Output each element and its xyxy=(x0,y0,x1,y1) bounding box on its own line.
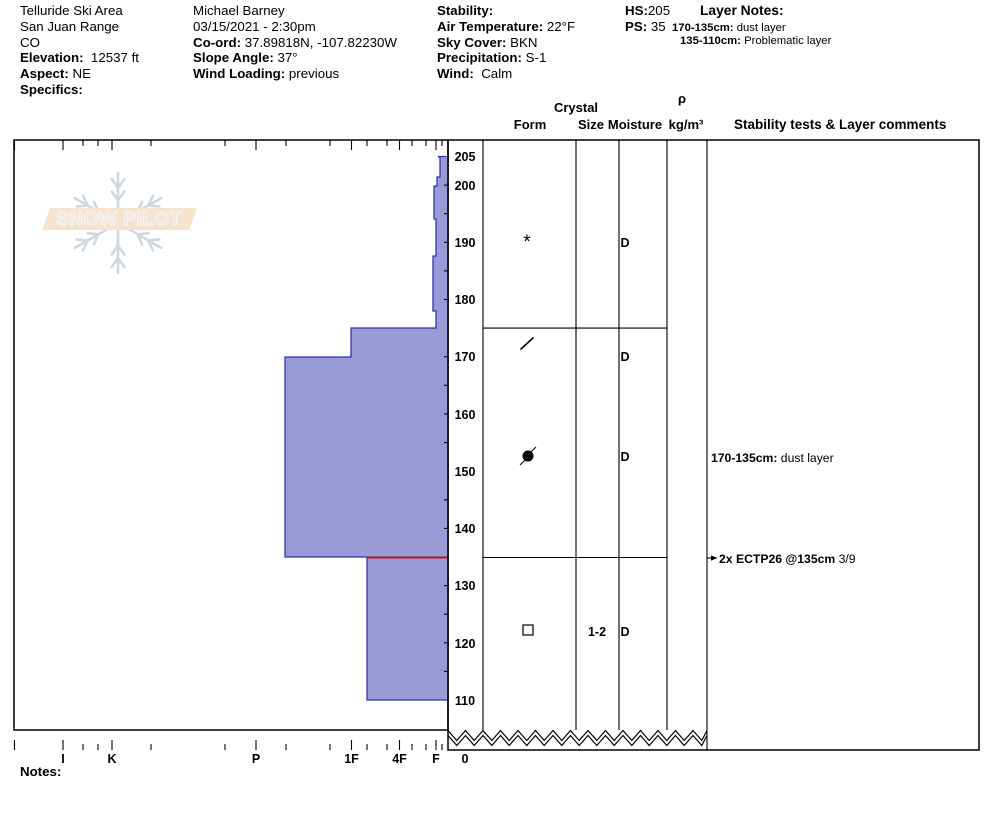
svg-text:110: 110 xyxy=(455,694,475,708)
svg-text:K: K xyxy=(107,752,116,766)
svg-text:170: 170 xyxy=(455,350,476,364)
svg-text:120: 120 xyxy=(455,637,476,651)
svg-text:2x ECTP26 @135cm 3/9: 2x ECTP26 @135cm 3/9 xyxy=(719,552,856,566)
svg-text:F: F xyxy=(432,752,440,766)
svg-text:Form: Form xyxy=(514,117,547,132)
svg-text:190: 190 xyxy=(455,236,476,250)
svg-text:I: I xyxy=(61,752,64,766)
svg-text:160: 160 xyxy=(455,408,476,422)
svg-text:180: 180 xyxy=(455,293,476,307)
svg-text:D: D xyxy=(620,625,629,639)
svg-text:kg/m³: kg/m³ xyxy=(669,117,704,132)
svg-text:205: 205 xyxy=(455,150,476,164)
svg-text:140: 140 xyxy=(455,522,476,536)
svg-text:Moisture: Moisture xyxy=(608,117,662,132)
svg-text:Size: Size xyxy=(578,117,604,132)
svg-text:SNOW PILOT: SNOW PILOT xyxy=(56,209,181,230)
svg-text:P: P xyxy=(252,752,260,766)
svg-text:4F: 4F xyxy=(392,752,407,766)
svg-text:Stability tests & Layer commen: Stability tests & Layer comments xyxy=(734,117,946,132)
svg-text:200: 200 xyxy=(455,179,476,193)
svg-text:150: 150 xyxy=(455,465,476,479)
svg-text:130: 130 xyxy=(455,579,476,593)
svg-text:D: D xyxy=(620,450,629,464)
svg-text:*: * xyxy=(523,232,531,253)
svg-text:1F: 1F xyxy=(344,752,359,766)
svg-text:ρ: ρ xyxy=(678,91,686,106)
svg-text:D: D xyxy=(620,350,629,364)
svg-text:1-2: 1-2 xyxy=(588,625,606,639)
svg-text:D: D xyxy=(620,236,629,250)
svg-text:170-135cm: dust layer: 170-135cm: dust layer xyxy=(711,451,834,465)
svg-text:Crystal: Crystal xyxy=(554,100,598,115)
svg-text:0: 0 xyxy=(462,752,469,766)
